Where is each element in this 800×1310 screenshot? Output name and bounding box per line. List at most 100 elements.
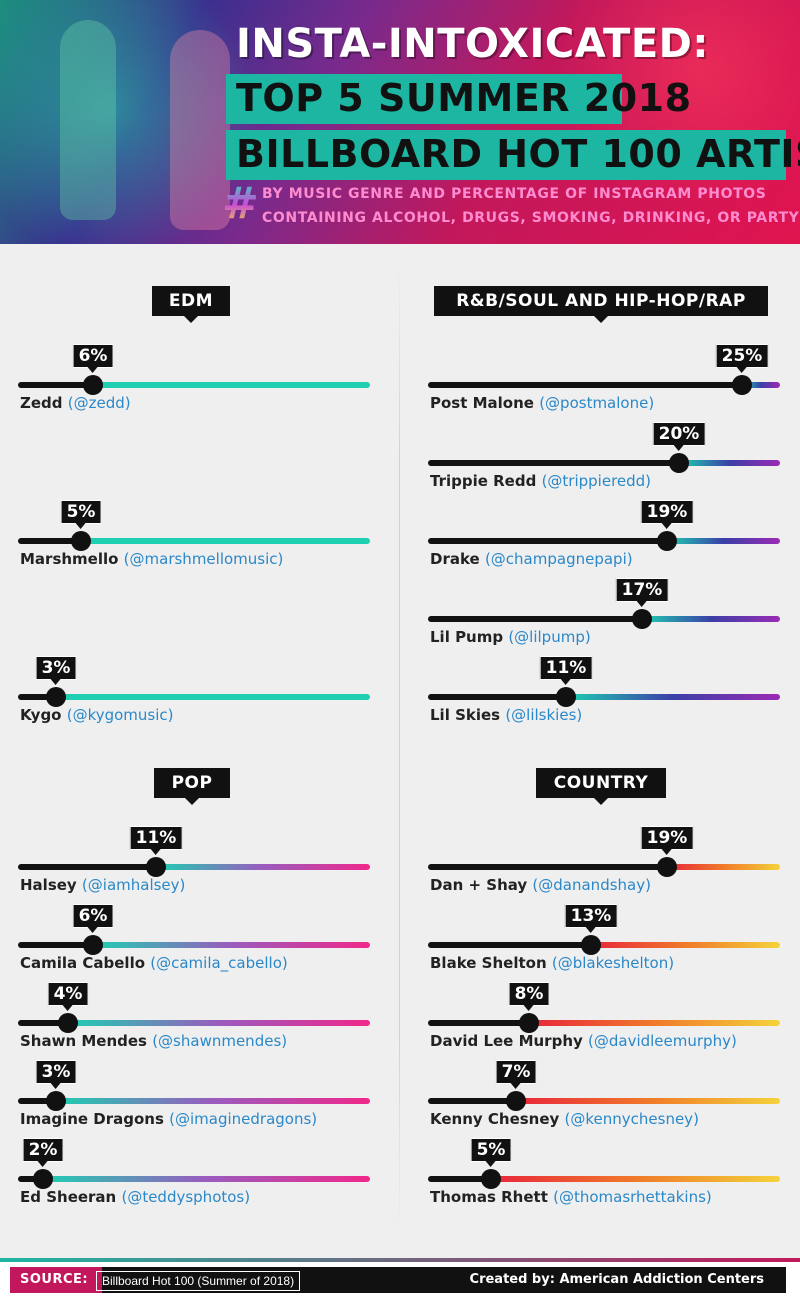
column-divider (399, 262, 400, 1232)
bottle-illustration (60, 20, 116, 220)
artist-label: Blake Shelton (@blakeshelton) (430, 954, 674, 972)
bar-marker-dot (481, 1169, 501, 1189)
bar-marker-dot (46, 687, 66, 707)
artist-label: Post Malone (@postmalone) (430, 394, 654, 412)
bar-fill (428, 694, 566, 700)
artist-label: Dan + Shay (@danandshay) (430, 876, 651, 894)
artist-name: Kygo (20, 706, 67, 724)
subtitle-line-2: CONTAINING ALCOHOL, DRUGS, SMOKING, DRIN… (262, 210, 800, 226)
bar-track (18, 1176, 370, 1182)
bar-row: 6% Zedd (@zedd) (18, 344, 370, 420)
bar-row: 19% Dan + Shay (@danandshay) (428, 826, 780, 902)
value-label: 19% (640, 826, 694, 855)
bar-row: 11% Lil Skies (@lilskies) (428, 656, 780, 732)
value-label: 20% (652, 422, 706, 451)
bar-marker-dot (33, 1169, 53, 1189)
bar-track (428, 460, 780, 466)
bar-remainder (68, 1020, 370, 1026)
artist-handle: (@marshmellomusic) (123, 550, 284, 568)
bar-remainder (156, 864, 370, 870)
bar-track (18, 382, 370, 388)
artist-name: Thomas Rhett (430, 1188, 554, 1206)
artist-label: Kygo (@kygomusic) (20, 706, 174, 724)
artist-name: David Lee Murphy (430, 1032, 588, 1050)
bar-remainder (93, 382, 370, 388)
value-label: 19% (640, 500, 694, 529)
value-label: 3% (35, 656, 77, 685)
genre-tag-country: COUNTRY (536, 768, 666, 805)
bar-marker-dot (581, 935, 601, 955)
bar-remainder (529, 1020, 780, 1026)
artist-name: Lil Pump (430, 628, 509, 646)
artist-label: Lil Pump (@lilpump) (430, 628, 591, 646)
artist-label: Marshmello (@marshmellomusic) (20, 550, 283, 568)
bar-track (18, 864, 370, 870)
artist-handle: (@iamhalsey) (81, 876, 186, 894)
artist-handle: (@champagnepapi) (484, 550, 633, 568)
bar-marker-dot (71, 531, 91, 551)
footer: SOURCE: Billboard Hot 100 (Summer of 201… (0, 1258, 800, 1310)
value-label: 4% (47, 982, 89, 1011)
artist-handle: (@camila_cabello) (150, 954, 288, 972)
bar-fill (18, 1098, 56, 1104)
bar-track (18, 1098, 370, 1104)
value-label: 13% (564, 904, 618, 933)
bar-row: 25% Post Malone (@postmalone) (428, 344, 780, 420)
bar-fill (428, 382, 742, 388)
bar-fill (18, 1020, 68, 1026)
bar-remainder (491, 1176, 780, 1182)
bar-marker-dot (83, 935, 103, 955)
bar-track (428, 616, 780, 622)
value-label: 3% (35, 1060, 77, 1089)
bar-track (428, 1098, 780, 1104)
bar-fill (428, 616, 642, 622)
artist-label: Halsey (@iamhalsey) (20, 876, 185, 894)
bar-track (428, 942, 780, 948)
artist-handle: (@trippieredd) (541, 472, 652, 490)
bar-marker-dot (657, 531, 677, 551)
bar-row: 7% Kenny Chesney (@kennychesney) (428, 1060, 780, 1136)
title-highlight-2 (226, 130, 786, 180)
value-label: 6% (72, 904, 114, 933)
artist-label: Thomas Rhett (@thomasrhettakins) (430, 1188, 712, 1206)
artist-handle: (@lilpump) (508, 628, 591, 646)
artist-name: Trippie Redd (430, 472, 542, 490)
artist-label: Kenny Chesney (@kennychesney) (430, 1110, 699, 1128)
bar-row: 4% Shawn Mendes (@shawnmendes) (18, 982, 370, 1058)
bar-fill (428, 1098, 516, 1104)
artist-name: Lil Skies (430, 706, 506, 724)
title-line-1: INSTA-INTOXICATED: (236, 21, 709, 67)
bar-fill (428, 460, 679, 466)
artist-handle: (@teddysphotos) (121, 1188, 251, 1206)
credit-text: Created by: American Addiction Centers (469, 1272, 764, 1287)
title-highlight-1 (226, 74, 622, 124)
artist-handle: (@thomasrhettakins) (553, 1188, 712, 1206)
bar-track (18, 694, 370, 700)
bar-row: 8% David Lee Murphy (@davidleemurphy) (428, 982, 780, 1058)
bar-marker-dot (632, 609, 652, 629)
subtitle-line-1: BY MUSIC GENRE AND PERCENTAGE OF INSTAGR… (262, 186, 767, 202)
artist-label: Camila Cabello (@camila_cabello) (20, 954, 288, 972)
footer-accent-strip (0, 1258, 800, 1262)
bar-marker-dot (556, 687, 576, 707)
bar-marker-dot (83, 375, 103, 395)
artist-name: Shawn Mendes (20, 1032, 153, 1050)
value-label: 5% (470, 1138, 512, 1167)
genre-tag-edm: EDM (152, 286, 230, 323)
artist-name: Marshmello (20, 550, 124, 568)
artist-handle: (@kennychesney) (564, 1110, 699, 1128)
bar-track (18, 538, 370, 544)
bar-row: 2% Ed Sheeran (@teddysphotos) (18, 1138, 370, 1214)
value-label: 7% (495, 1060, 537, 1089)
bar-row: 11% Halsey (@iamhalsey) (18, 826, 370, 902)
bar-fill (428, 942, 591, 948)
artist-name: Blake Shelton (430, 954, 552, 972)
bar-remainder (566, 694, 780, 700)
bar-remainder (667, 864, 780, 870)
bar-fill (18, 382, 93, 388)
bar-track (428, 538, 780, 544)
artist-handle: (@kygomusic) (66, 706, 174, 724)
bar-row: 19% Drake (@champagnepapi) (428, 500, 780, 576)
bar-remainder (667, 538, 780, 544)
bar-fill (18, 694, 56, 700)
